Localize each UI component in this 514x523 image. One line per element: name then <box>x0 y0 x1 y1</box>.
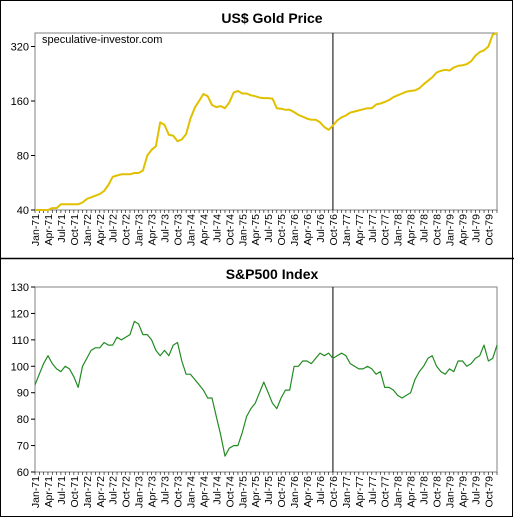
gold-series-line <box>35 32 498 211</box>
gold-x-tick-label: Apr-76 <box>302 214 314 246</box>
sp-x-tick-label: Jan-76 <box>289 476 301 508</box>
sp-x-tick-label: Jan-77 <box>341 476 353 508</box>
gold-x-tick-label: Jan-74 <box>185 214 197 246</box>
sp-x-tick-label: Jul-72 <box>108 476 120 505</box>
gold-x-tick-label: Jan-78 <box>393 214 405 246</box>
sp-x-tick-label: Jul-78 <box>419 476 431 505</box>
sp-x-tick-label: Oct-75 <box>276 476 288 508</box>
sp-x-tick-label: Jul-74 <box>211 476 223 505</box>
gold-x-tick-label: Oct-73 <box>172 214 184 246</box>
gold-x-tick-label: Apr-78 <box>406 214 418 246</box>
sp-x-tick-label: Jul-71 <box>56 476 68 505</box>
gold-x-tick-label: Jan-73 <box>134 214 146 246</box>
gold-x-tick-label: Apr-71 <box>43 214 55 246</box>
sp500-plot-area <box>34 286 498 473</box>
sp-y-tick-label: 70 <box>17 441 29 453</box>
sp-x-tick-label: Jan-73 <box>134 476 146 508</box>
sp-x-tick-label: Apr-77 <box>354 476 366 508</box>
sp-x-tick-label: Jan-72 <box>82 476 94 508</box>
gold-y-tick-label: 160 <box>11 96 29 108</box>
gold-x-tick-label: Jan-77 <box>341 214 353 246</box>
sp-x-tick-label: Jul-76 <box>315 476 327 505</box>
gold-x-tick-label: Jan-72 <box>82 214 94 246</box>
gold-y-tick-label: 40 <box>17 205 29 217</box>
sp-y-tick-label: 80 <box>17 414 29 426</box>
sp-y-tick-label: 110 <box>11 335 29 347</box>
sp-x-tick-label: Oct-71 <box>69 476 81 508</box>
gold-x-tick-label: Oct-77 <box>380 214 392 246</box>
sp-x-tick-label: Jan-79 <box>445 476 457 508</box>
sp-x-tick-label: Apr-73 <box>147 476 159 508</box>
sp-x-tick-label: Oct-72 <box>121 476 133 508</box>
gold-x-tick-label: Apr-79 <box>457 214 469 246</box>
sp-y-tick-label: 60 <box>17 467 29 479</box>
gold-x-tick-label: Oct-72 <box>121 214 133 246</box>
gold-plot-area <box>34 32 498 211</box>
gold-x-tick-label: Oct-71 <box>69 214 81 246</box>
gold-x-tick-label: Jul-78 <box>419 214 431 243</box>
gold-x-tick-label: Jan-75 <box>237 214 249 246</box>
sp-x-tick-label: Apr-78 <box>406 476 418 508</box>
gold-x-tick-label: Apr-72 <box>95 214 107 246</box>
sp-y-tick-label: 130 <box>11 282 29 294</box>
watermark-text: speculative-investor.com <box>42 34 162 46</box>
gold-x-tick-label: Jul-72 <box>108 214 120 243</box>
gold-y-tick-label: 320 <box>11 42 29 54</box>
gold-x-tick-label: Apr-77 <box>354 214 366 246</box>
sp-x-tick-label: Oct-76 <box>328 476 340 508</box>
gold-x-tick-label: Oct-78 <box>432 214 444 246</box>
gold-x-tick-label: Oct-76 <box>328 214 340 246</box>
gold-x-tick-label: Apr-75 <box>250 214 262 246</box>
gold-x-tick-label: Jul-79 <box>470 214 482 243</box>
sp-x-tick-label: Jan-74 <box>185 476 197 508</box>
gold-x-tick-label: Jul-75 <box>263 214 275 243</box>
gold-x-tick-label: Jul-76 <box>315 214 327 243</box>
gold-y-axis: 40 80 160 320 <box>11 42 35 217</box>
sp-x-tick-label: Apr-74 <box>198 476 210 508</box>
sp-x-tick-label: Apr-79 <box>457 476 469 508</box>
sp-x-tick-label: Apr-75 <box>250 476 262 508</box>
sp-x-tick-label: Oct-78 <box>432 476 444 508</box>
sp-x-tick-label: Oct-79 <box>483 476 495 508</box>
sp-x-tick-label: Jan-71 <box>30 476 42 508</box>
gold-x-tick-label: Oct-79 <box>483 214 495 246</box>
gold-x-axis: Jan-71 Apr-71 Jul-71 Oct-71 Jan-72 Apr-72 Jul-… <box>30 210 498 246</box>
sp500-chart-title: S&P500 Index <box>226 266 319 282</box>
sp-x-tick-label: Oct-77 <box>380 476 392 508</box>
gold-x-tick-label: Jan-79 <box>445 214 457 246</box>
sp-x-tick-label: Jul-79 <box>470 476 482 505</box>
sp-x-tick-label: Jul-77 <box>367 476 379 505</box>
sp-x-tick-label: Apr-72 <box>95 476 107 508</box>
sp-x-tick-label: Jan-78 <box>393 476 405 508</box>
gold-x-tick-label: Jul-71 <box>56 214 68 243</box>
gold-x-tick-label: Jul-73 <box>160 214 172 243</box>
gold-x-tick-label: Jan-71 <box>30 214 42 246</box>
gold-x-tick-label: Apr-73 <box>147 214 159 246</box>
sp-x-tick-label: Apr-76 <box>302 476 314 508</box>
sp-x-tick-label: Jul-75 <box>263 476 275 505</box>
sp-x-tick-label: Oct-74 <box>224 476 236 508</box>
gold-x-tick-label: Apr-74 <box>198 214 210 246</box>
sp-x-tick-label: Jan-75 <box>237 476 249 508</box>
sp500-chart: S&P500 Index 60 70 80 90 100 110 120 130 Jan-71… <box>11 266 498 508</box>
sp-y-tick-label: 90 <box>17 388 29 400</box>
gold-x-tick-label: Jul-74 <box>211 214 223 243</box>
sp500-series-line <box>34 320 498 457</box>
sp500-y-axis: 60 70 80 90 100 110 120 130 <box>11 282 35 479</box>
gold-x-tick-label: Jan-76 <box>289 214 301 246</box>
sp-y-tick-label: 120 <box>11 308 29 320</box>
sp-x-tick-label: Apr-71 <box>43 476 55 508</box>
sp-y-tick-label: 100 <box>11 361 29 373</box>
sp500-x-axis: Jan-71 Apr-71 Jul-71 Oct-71 Jan-72 Apr-72 Jul-… <box>30 472 498 508</box>
gold-chart: US$ Gold Price speculative-investor.com … <box>11 10 498 246</box>
gold-x-tick-label: Jul-77 <box>367 214 379 243</box>
gold-chart-title: US$ Gold Price <box>221 10 322 26</box>
gold-x-tick-label: Oct-75 <box>276 214 288 246</box>
sp-x-tick-label: Oct-73 <box>172 476 184 508</box>
sp-x-tick-label: Jul-73 <box>160 476 172 505</box>
gold-x-tick-label: Oct-74 <box>224 214 236 246</box>
gold-y-tick-label: 80 <box>17 151 29 163</box>
